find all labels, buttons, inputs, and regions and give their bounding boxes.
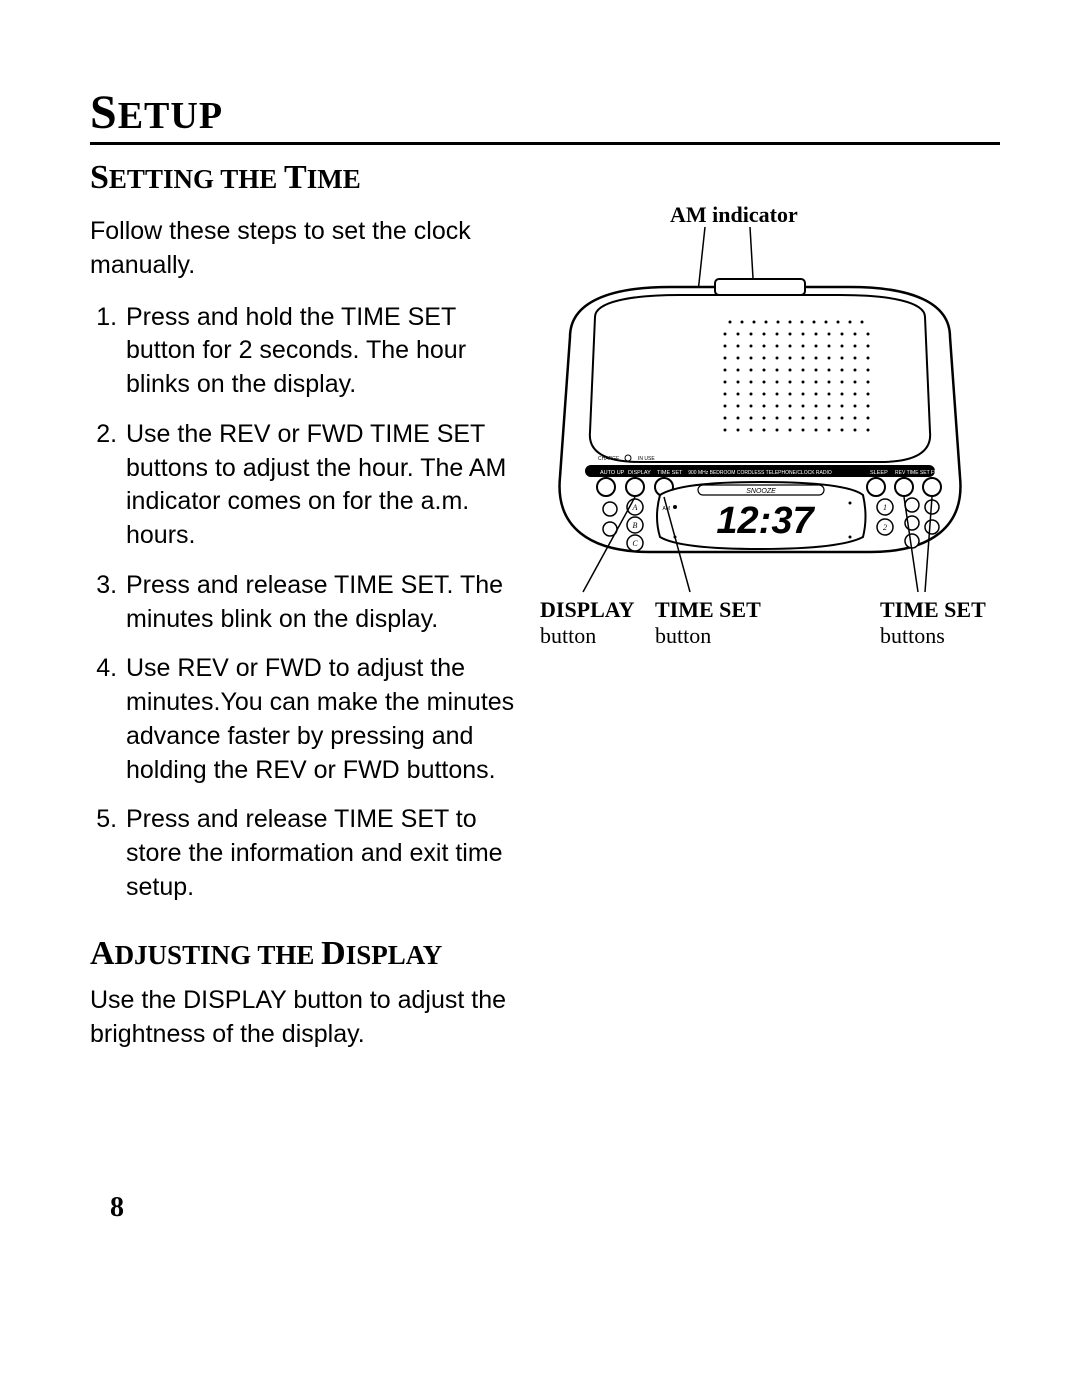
lbl-autoup: AUTO UP [600,470,625,476]
callout-display-bold: DISPLAY [540,597,635,622]
page-number: 8 [110,1192,124,1224]
lbl-sleep: SLEEP [870,470,888,476]
lbl-timeset: TIME SET [657,470,683,476]
callout-display-button: DISPLAY button [540,597,635,649]
page: SETUP SETTING THE TIME Follow these step… [0,0,1080,1374]
section1-intro: Follow these steps to set the clock manu… [90,215,520,283]
btn-1: 1 [883,503,887,512]
callout-timeset1-light: button [655,623,711,648]
h2-isplay: ISPLAY [346,940,443,970]
step-2: Use the REV or FWD TIME SET buttons to a… [124,418,520,553]
clock-time: 12:37 [716,500,815,542]
page-title: SETUP [90,85,1000,145]
device-svg: CHARGE IN USE AUTO UP DISPLAY TIME SET 9… [520,207,1000,637]
h2-djusting: DJUSTING [115,940,252,970]
callout-timeset1-bold: TIME SET [655,597,761,622]
section2-body: Use the DISPLAY button to adjust the bri… [90,984,520,1052]
left-column: Follow these steps to set the clock manu… [90,207,520,1052]
section2-heading: ADJUSTING THE DISPLAY [90,931,520,977]
h2-a: A [90,935,115,972]
h2-d: D [321,935,346,972]
callout-timeset-button: TIME SET button [655,597,761,649]
inuse-label: IN USE [638,456,655,462]
lbl-revfwd: REV TIME SET FWD [895,470,943,476]
callout-display-light: button [540,623,596,648]
title-rest: ETUP [118,95,223,137]
btn-b: B [633,521,638,530]
step-4: Use REV or FWD to adjust the minutes.You… [124,652,520,787]
title-first-letter: S [90,86,118,139]
h-ime: IME [307,164,361,194]
step-3: Press and release TIME SET. The minutes … [124,569,520,637]
columns: Follow these steps to set the clock manu… [90,207,1000,1052]
charge-label: CHARGE [598,456,620,462]
steps-list: Press and hold the TIME SET button for 2… [90,301,520,905]
callout-am-indicator: AM indicator [670,202,798,228]
callout-timeset2-bold: TIME SET [880,597,986,622]
h-sp2 [277,164,284,194]
device-figure: AM indicator [520,207,1000,642]
section1-heading: SETTING THE TIME [90,159,1000,197]
right-column: AM indicator [520,207,1000,1052]
callout-timeset-buttons: TIME SET buttons [880,597,986,649]
btn-2: 2 [883,523,887,532]
btn-a: A [632,503,638,512]
step-1: Press and hold the TIME SET button for 2… [124,301,520,402]
h2-the: THE [257,940,314,970]
h-s: S [90,159,109,196]
snooze-label: SNOOZE [746,488,776,495]
h-t: T [284,159,307,196]
btn-c: C [632,539,638,548]
lbl-display: DISPLAY [628,470,651,476]
h-etting: ETTING [109,164,214,194]
lbl-topbar: 900 MHz BEDROOM CORDLESS TELEPHONE/CLOCK… [688,470,832,476]
h-the: THE [220,164,277,194]
step-5: Press and release TIME SET to store the … [124,803,520,904]
callout-timeset2-light: buttons [880,623,945,648]
